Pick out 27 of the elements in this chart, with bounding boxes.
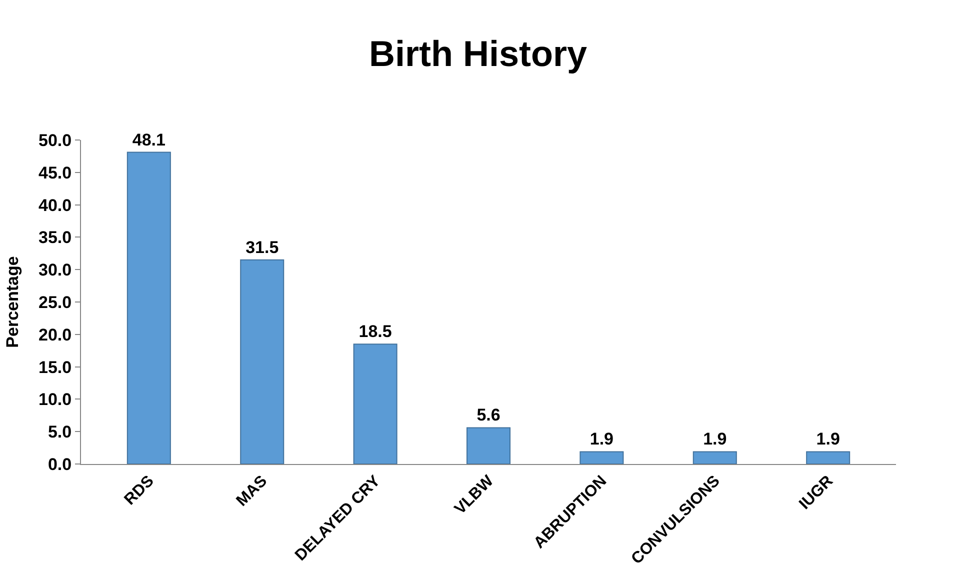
- y-tick-label: 35.0: [38, 228, 72, 248]
- data-label: 1.9: [816, 430, 840, 449]
- y-tick-label: 20.0: [38, 325, 72, 344]
- bar: [126, 152, 171, 464]
- data-label: 31.5: [246, 238, 279, 257]
- y-tick-label: 10.0: [38, 390, 72, 410]
- y-tick-label: 15.0: [38, 358, 72, 377]
- bar: [240, 259, 284, 464]
- y-tick-label: 40.0: [38, 196, 72, 215]
- data-label: 1.9: [703, 430, 727, 449]
- bar: [466, 427, 511, 464]
- y-tick-label: 45.0: [38, 163, 72, 182]
- bar: [692, 451, 737, 464]
- y-tick-label: 0.0: [48, 454, 72, 474]
- data-label: 18.5: [358, 322, 392, 342]
- bar: [353, 344, 398, 464]
- chart-title: Birth History: [368, 32, 588, 74]
- y-tick-label: 25.0: [38, 292, 72, 312]
- y-tick-label: 30.0: [38, 260, 72, 280]
- data-label: 1.9: [590, 430, 614, 449]
- data-label: 5.6: [476, 406, 500, 425]
- y-axis-title: Percentage: [3, 256, 22, 348]
- data-label: 48.1: [132, 130, 166, 150]
- y-tick-label: 5.0: [48, 422, 72, 442]
- bar: [580, 451, 624, 464]
- bar: [806, 451, 850, 464]
- y-tick-label: 50.0: [38, 130, 72, 150]
